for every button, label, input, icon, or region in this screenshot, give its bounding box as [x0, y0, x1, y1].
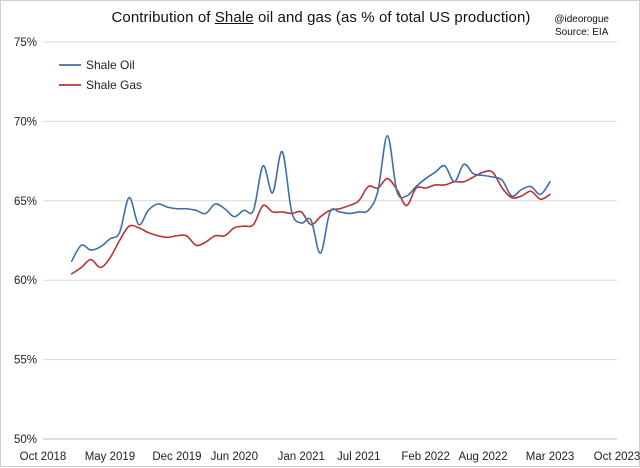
source-note: Source: EIA	[555, 27, 609, 38]
author-handle: @ideorogue	[554, 14, 609, 25]
x-tick-label: Oct 2023	[594, 451, 640, 463]
x-tick-label: Dec 2019	[152, 451, 201, 463]
x-tick-label: Mar 2023	[526, 451, 575, 463]
chart-title-prefix: Contribution of	[111, 9, 215, 26]
y-tick-label: 60%	[14, 275, 37, 287]
y-tick-label: 70%	[14, 116, 37, 128]
x-tick-label: Jan 2021	[278, 451, 325, 463]
series-line-shale-gas	[70, 170, 551, 275]
chart-title: Contribution of Shale oil and gas (as % …	[1, 9, 640, 26]
y-tick-label: 65%	[14, 196, 37, 208]
x-tick-label: Jul 2021	[337, 451, 380, 463]
x-tick-label: Feb 2022	[401, 451, 450, 463]
x-tick-label: Jun 2020	[211, 451, 258, 463]
y-tick-label: 55%	[14, 355, 37, 367]
legend-label-shale-oil: Shale Oil	[86, 58, 135, 72]
y-tick-label: 75%	[14, 37, 37, 49]
legend-label-shale-gas: Shale Gas	[86, 78, 142, 92]
chart-title-suffix: oil and gas (as % of total US production…	[253, 9, 531, 26]
series-line-shale-oil	[70, 134, 551, 262]
x-tick-label: May 2019	[85, 451, 136, 463]
x-tick-label: Oct 2018	[20, 451, 67, 463]
x-tick-label: Aug 2022	[458, 451, 507, 463]
chart-title-underlined-word: Shale	[214, 9, 254, 26]
source-credit: @ideorogue Source: EIA	[554, 13, 609, 39]
y-tick-label: 50%	[14, 434, 37, 446]
